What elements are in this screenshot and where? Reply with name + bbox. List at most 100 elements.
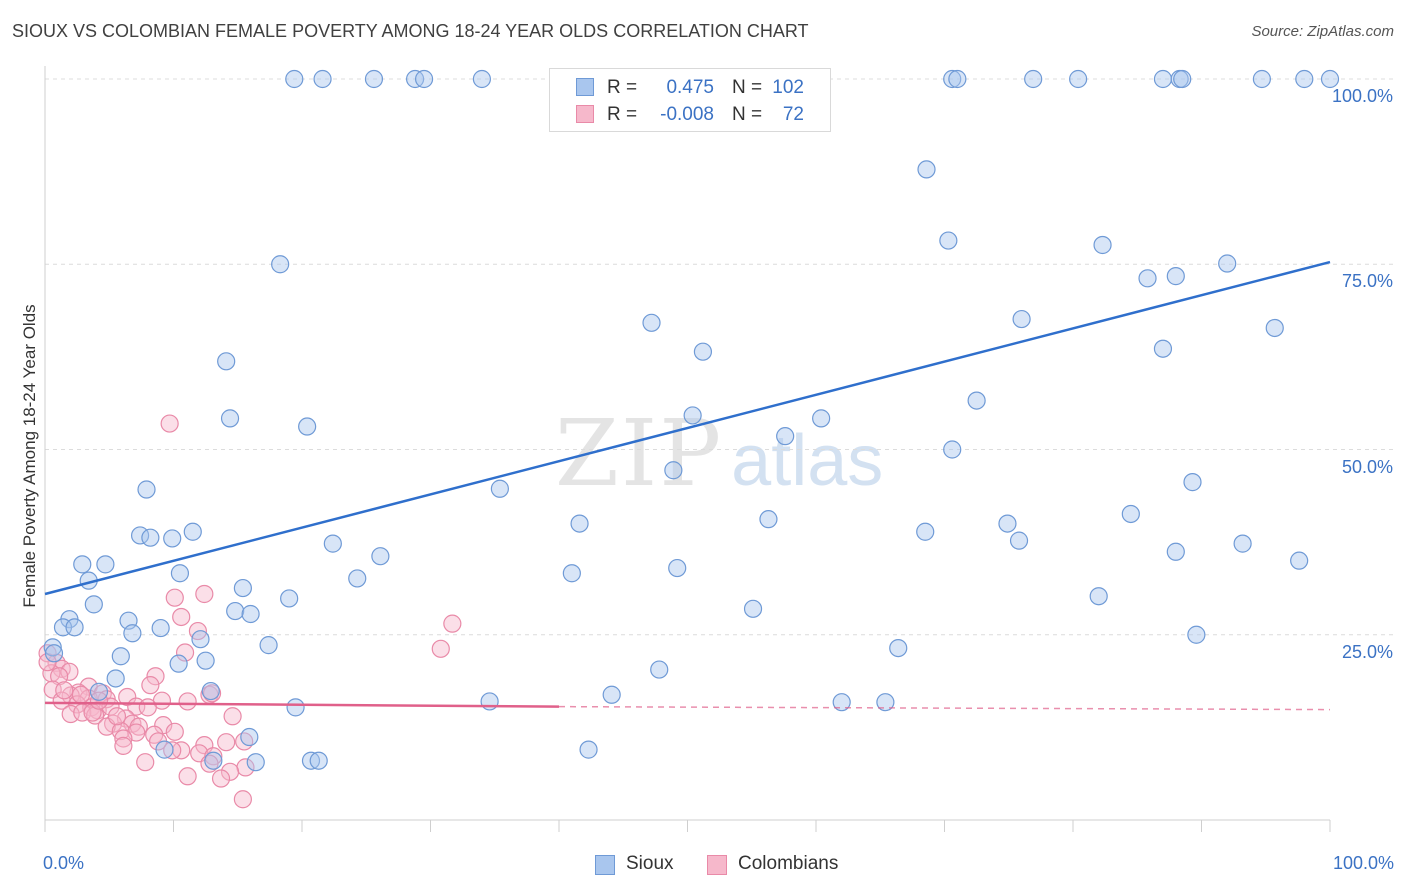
sioux-point <box>812 409 831 428</box>
stat-r-value: 0.475 <box>666 77 714 98</box>
sioux-point <box>1187 625 1206 644</box>
trend-layer <box>44 260 1331 711</box>
stat-n-value: 102 <box>772 77 804 98</box>
sioux-point <box>967 391 986 410</box>
sioux-point <box>1153 339 1173 358</box>
colombian-point <box>141 676 160 695</box>
colombian-point <box>165 722 184 741</box>
sioux-point <box>472 69 491 89</box>
colombian-point <box>61 704 80 724</box>
sioux-point <box>939 231 958 250</box>
sioux-point <box>570 514 589 533</box>
colombian-point <box>86 706 105 725</box>
sioux-point <box>73 555 92 574</box>
sioux-point <box>169 654 188 673</box>
sioux-point <box>832 693 851 712</box>
sioux-point <box>1069 69 1088 89</box>
colombian-point <box>114 729 133 748</box>
sioux-point <box>170 564 190 583</box>
sioux-point <box>776 427 795 446</box>
y-tick-label: 50.0% <box>1341 456 1393 477</box>
sioux-point <box>191 630 210 649</box>
colombian-trend-line <box>44 701 560 708</box>
colombian-point <box>136 753 155 772</box>
sioux-point <box>1009 531 1029 550</box>
x-tick-label: 100.0% <box>1332 853 1394 873</box>
sioux-point <box>233 578 252 598</box>
sioux-point <box>1166 542 1185 561</box>
sioux-point <box>259 636 278 655</box>
sioux-point <box>309 751 328 770</box>
sioux-point <box>220 409 240 428</box>
stat-n-label: N = <box>732 77 763 98</box>
stat-r-label: R = <box>607 77 638 98</box>
sioux-point <box>693 342 713 361</box>
sioux-point <box>1089 587 1108 606</box>
sioux-point <box>65 618 84 637</box>
colombian-point <box>211 769 231 788</box>
grid-layer <box>45 78 1395 636</box>
stat-n-value: 72 <box>782 104 804 125</box>
y-tick-label: 25.0% <box>1341 641 1393 662</box>
legend-colombians-label: Colombians <box>738 853 839 874</box>
sioux-point <box>998 514 1017 533</box>
sioux-points <box>43 69 1340 772</box>
colombian-point <box>111 721 130 741</box>
colombian-point <box>172 607 191 627</box>
sioux-point <box>226 601 245 621</box>
y-tick-label: 100.0% <box>1331 86 1393 106</box>
sioux-point <box>1265 318 1284 338</box>
stat-r-label: R = <box>607 104 638 125</box>
sioux-point <box>106 669 125 688</box>
sioux-point <box>943 440 962 459</box>
sioux-point <box>1093 235 1112 255</box>
sioux-point <box>371 547 390 566</box>
sioux-point <box>490 479 509 498</box>
sioux-point <box>84 595 103 614</box>
colombian-point <box>71 685 91 704</box>
colombian-point <box>220 762 240 781</box>
sioux-point <box>602 685 621 704</box>
y-axis-label: Female Poverty Among 18-24 Year Olds <box>20 304 39 608</box>
colombian-point <box>175 643 195 662</box>
colombian-point <box>146 667 165 686</box>
sioux-point <box>196 651 215 670</box>
sioux-point <box>664 461 683 480</box>
sioux-point <box>1233 534 1252 553</box>
colombian-point <box>52 691 71 710</box>
sioux-point <box>579 740 598 759</box>
stats-row-colombians: R = -0.008 N = 72 <box>550 101 830 127</box>
colombian-point <box>60 662 79 681</box>
sioux-point <box>889 638 908 658</box>
sioux-point <box>313 69 332 89</box>
sioux-point <box>916 522 935 541</box>
sioux-point <box>204 751 223 770</box>
colombians-swatch-icon <box>576 105 594 123</box>
legend-colombians-swatch-icon <box>707 855 727 875</box>
sioux-point <box>1320 69 1340 89</box>
sioux-point <box>285 69 304 89</box>
x-tick-label: 0.0% <box>43 853 85 873</box>
sioux-point <box>1153 69 1173 89</box>
colombian-point <box>55 681 74 700</box>
sioux-point <box>876 693 895 712</box>
colombian-point <box>195 584 214 604</box>
colombian-point <box>160 414 179 433</box>
sioux-point <box>43 638 62 657</box>
sioux-trend-line <box>44 260 1331 596</box>
sioux-swatch-icon <box>576 78 594 96</box>
colombian-point <box>165 588 184 607</box>
sioux-point <box>364 69 384 89</box>
sioux-point <box>44 644 64 663</box>
sioux-point <box>1218 254 1237 273</box>
sioux-point <box>759 510 778 529</box>
sioux-point <box>240 727 259 747</box>
stats-row-sioux: R = 0.475 N = 102 <box>550 74 830 100</box>
sioux-point <box>151 618 170 638</box>
colombian-point <box>233 790 252 809</box>
legend-sioux-label: Sioux <box>626 853 674 874</box>
sioux-point <box>301 751 321 770</box>
sioux-point <box>1290 551 1309 570</box>
y-tick-label: 75.0% <box>1341 271 1393 292</box>
